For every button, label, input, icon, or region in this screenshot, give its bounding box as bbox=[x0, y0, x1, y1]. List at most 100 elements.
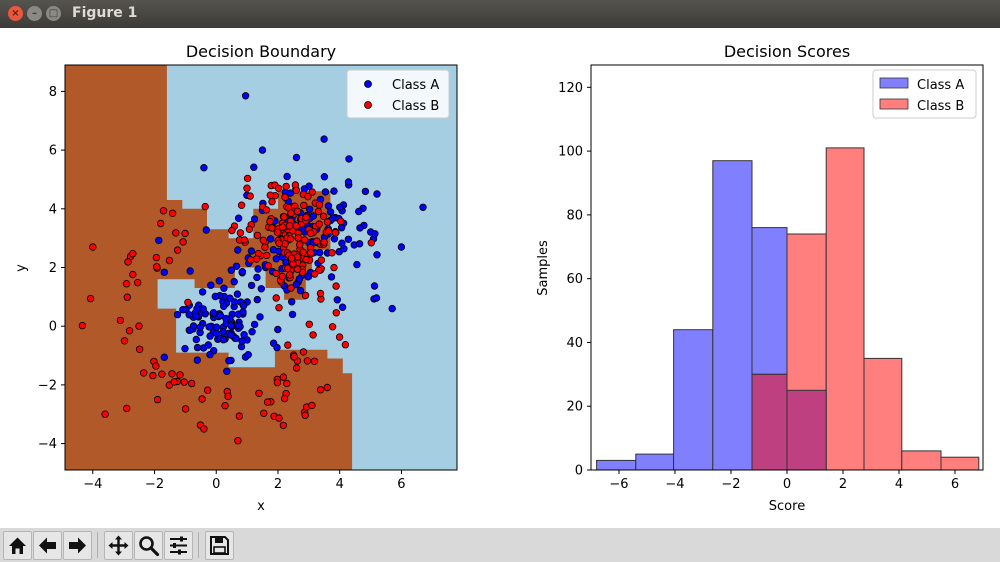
close-window-button[interactable]: × bbox=[8, 6, 23, 21]
forward-arrow-icon bbox=[69, 537, 86, 554]
class-b-point bbox=[332, 282, 340, 290]
class-b-point bbox=[129, 249, 137, 258]
class-a-point bbox=[160, 353, 168, 361]
class-b-point bbox=[281, 240, 289, 248]
class-a-point bbox=[239, 302, 248, 310]
x-tick-label: 2 bbox=[839, 477, 847, 492]
class-b-point bbox=[337, 217, 345, 225]
class-b-point bbox=[335, 333, 344, 341]
class-a-point bbox=[250, 215, 259, 223]
pan-button[interactable] bbox=[104, 531, 133, 560]
x-tick-label: −2 bbox=[721, 477, 740, 492]
class-a-point bbox=[254, 265, 262, 273]
class-b-point bbox=[173, 246, 182, 254]
class-b-point bbox=[255, 389, 263, 397]
class-b-point bbox=[313, 237, 321, 245]
class-b-point bbox=[120, 337, 129, 345]
class-a-point bbox=[240, 331, 248, 339]
class-b-point bbox=[272, 269, 280, 278]
class-b-point bbox=[262, 206, 271, 214]
x-tick-label: −4 bbox=[83, 477, 102, 492]
class-b-point bbox=[181, 405, 190, 413]
home-button[interactable] bbox=[3, 531, 32, 560]
class-a-point bbox=[234, 246, 242, 254]
class-b-point bbox=[282, 182, 290, 191]
back-arrow-icon bbox=[39, 537, 56, 554]
class-a-point bbox=[257, 285, 265, 293]
class-b-point bbox=[181, 229, 189, 238]
class-b-point bbox=[315, 201, 324, 209]
class-a-point bbox=[321, 188, 330, 196]
class-a-point bbox=[333, 296, 341, 304]
class-a-point bbox=[239, 308, 247, 316]
class-a-point bbox=[230, 277, 238, 286]
class-a-point bbox=[232, 262, 241, 270]
class-a-point bbox=[198, 288, 207, 296]
class-b-point bbox=[135, 345, 144, 353]
class-b-point bbox=[123, 293, 131, 301]
class-a-point bbox=[181, 344, 189, 353]
class-a-point bbox=[155, 236, 163, 245]
y-tick-label: −4 bbox=[38, 437, 57, 452]
class-b-point bbox=[292, 222, 300, 230]
class-a-point bbox=[250, 320, 259, 329]
class-b-point bbox=[293, 207, 302, 215]
class-b-point bbox=[286, 235, 295, 243]
minimize-window-button[interactable]: – bbox=[27, 6, 42, 21]
class-b-point bbox=[309, 331, 317, 339]
class-b-point bbox=[311, 270, 319, 278]
class-a-point bbox=[244, 351, 252, 359]
class-a-point bbox=[337, 223, 346, 232]
class-a-point bbox=[238, 267, 246, 276]
class-a-point bbox=[306, 205, 314, 213]
x-tick-label: −4 bbox=[665, 477, 684, 492]
class-a-point bbox=[419, 203, 427, 211]
save-button[interactable] bbox=[205, 531, 234, 560]
x-tick-label: 6 bbox=[951, 477, 959, 492]
class-b-point bbox=[156, 219, 165, 228]
class-a-point bbox=[223, 367, 231, 375]
class-a-point bbox=[234, 321, 242, 330]
class-a-point bbox=[204, 341, 212, 349]
class-b-point bbox=[324, 227, 333, 235]
x-axis-label: Score bbox=[769, 499, 805, 514]
class-a-point bbox=[241, 92, 250, 100]
class-b-point bbox=[198, 395, 206, 403]
class-b-point bbox=[78, 321, 87, 330]
class-a-point bbox=[296, 286, 305, 295]
class-a-point bbox=[388, 304, 396, 313]
class-b-point bbox=[122, 404, 131, 413]
zoom-button[interactable] bbox=[134, 531, 163, 560]
class-a-point bbox=[216, 311, 225, 320]
class-a-point bbox=[247, 247, 256, 255]
class-a-point bbox=[340, 244, 348, 253]
class-b-point bbox=[323, 383, 331, 392]
class-b-point bbox=[236, 229, 245, 237]
y-tick-label: 0 bbox=[575, 464, 583, 479]
y-tick-label: 60 bbox=[566, 272, 583, 287]
maximize-window-button[interactable]: □ bbox=[46, 6, 61, 21]
class-a-bar bbox=[712, 160, 753, 471]
scatter-points bbox=[78, 92, 427, 445]
class-b-point bbox=[165, 256, 174, 265]
y-tick-label: −2 bbox=[38, 378, 57, 393]
forward-button[interactable] bbox=[63, 531, 92, 560]
class-b-point bbox=[101, 410, 109, 418]
window-titlebar: × – □ Figure 1 bbox=[0, 0, 1000, 28]
class-b-point bbox=[176, 371, 184, 379]
class-a-point bbox=[222, 314, 230, 323]
class-a-point bbox=[189, 322, 198, 330]
y-tick-label: 4 bbox=[49, 202, 57, 217]
y-tick-label: 2 bbox=[49, 261, 57, 276]
y-tick-label: 100 bbox=[558, 145, 583, 160]
class-b-point bbox=[168, 370, 176, 378]
back-button[interactable] bbox=[33, 531, 62, 560]
save-icon bbox=[210, 536, 229, 555]
class-a-point bbox=[193, 343, 202, 352]
class-b-point bbox=[278, 272, 286, 281]
configure-subplots-button[interactable] bbox=[164, 531, 193, 560]
class-b-point bbox=[286, 222, 294, 230]
class-b-bar bbox=[901, 450, 942, 471]
class-b-point bbox=[283, 379, 291, 388]
class-b-point bbox=[294, 234, 302, 242]
